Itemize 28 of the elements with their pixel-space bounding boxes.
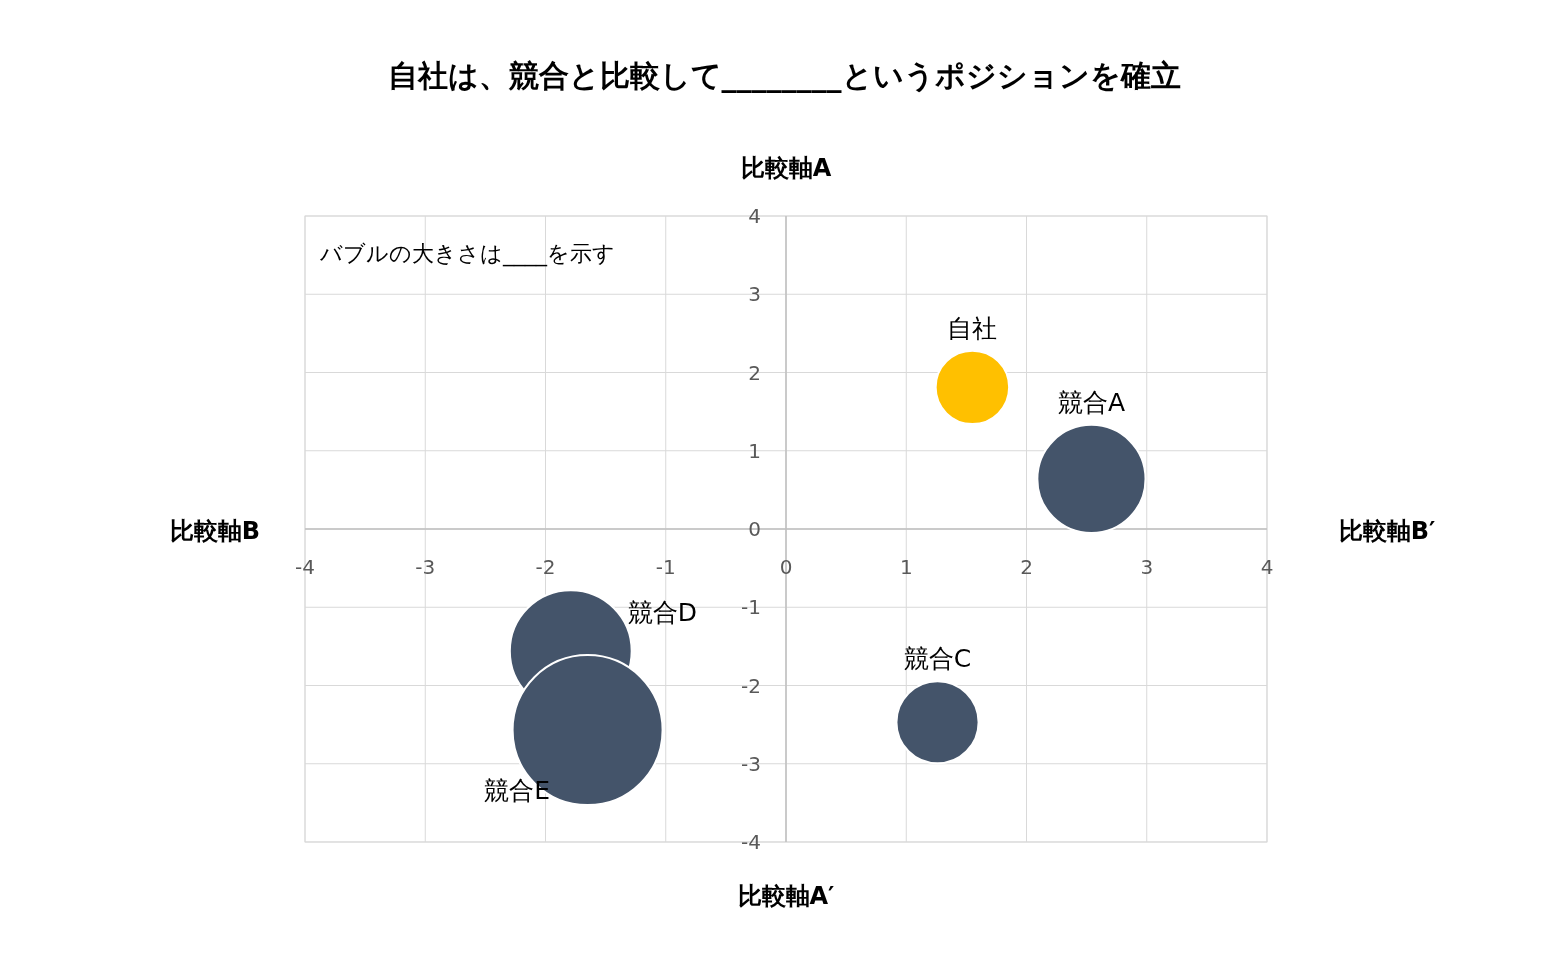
- text: 比較軸B: [169, 517, 261, 545]
- x-tick-label: 2: [1020, 555, 1033, 579]
- y-tick-label: -2: [741, 673, 761, 698]
- x-tick-label: -2: [535, 555, 556, 579]
- text: 比較軸A′: [737, 882, 835, 910]
- x-tick-label: -4: [295, 555, 315, 579]
- x-tick-label: -1: [655, 555, 676, 579]
- y-tick-label: -3: [741, 751, 761, 776]
- y-axis-title: 比較軸A: [740, 154, 832, 182]
- annotation: 競合D: [627, 597, 698, 627]
- annotation: 自社: [947, 313, 998, 343]
- x-tick-label: 4: [1260, 555, 1274, 579]
- y-tick-label: 2: [748, 360, 761, 385]
- y-tick-label: 0: [748, 517, 761, 541]
- x-tick-label: -3: [415, 555, 436, 579]
- chart-title: 自社は、競合と比較して________というポジションを確立: [387, 58, 1181, 93]
- y-tick-label: -4: [741, 830, 761, 854]
- y-tick-label: 4: [748, 204, 761, 228]
- y-tick-label: 3: [748, 282, 761, 307]
- annotation: バブルの大きさは____を示す: [319, 241, 615, 267]
- x-axis-title: 比較軸B′: [1338, 517, 1436, 545]
- y-tick-label: 1: [748, 438, 761, 463]
- x-tick-label: 3: [1140, 555, 1154, 579]
- annotation: 競合C: [903, 644, 972, 674]
- x-tick-label: 1: [899, 555, 913, 579]
- annotation: 競合A: [1057, 387, 1125, 417]
- x-tick-label: 0: [779, 555, 793, 579]
- y-tick-label: -1: [741, 595, 761, 620]
